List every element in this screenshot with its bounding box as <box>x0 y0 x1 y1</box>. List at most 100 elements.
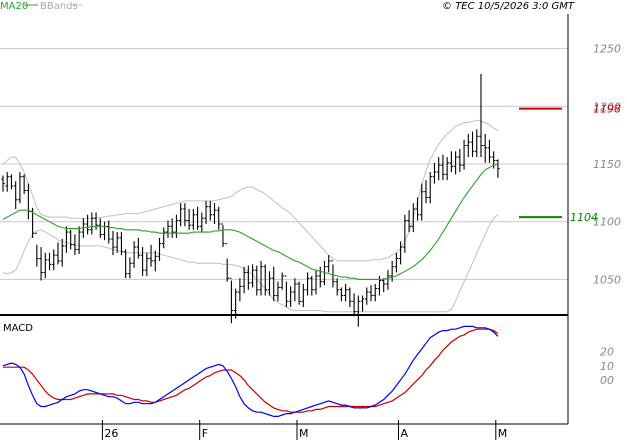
ohlc-bar <box>432 162 437 184</box>
ohlc-bar <box>153 250 158 272</box>
ohlc-bar <box>360 295 365 312</box>
resistance-level-label: 1198 <box>593 103 621 116</box>
ohlc-bar <box>453 151 458 175</box>
ohlc-bar <box>123 249 128 279</box>
ma20-line <box>2 163 499 280</box>
price-y-tick-label: 1150 <box>593 158 621 171</box>
ohlc-bar <box>187 209 191 230</box>
ohlc-bar <box>411 203 416 233</box>
ohlc-bar <box>111 230 115 256</box>
ohlc-bar <box>445 157 449 181</box>
ohlc-bar <box>326 255 331 273</box>
ohlc-bar <box>225 243 229 282</box>
ohlc-bar <box>398 241 403 265</box>
macd-y-tick-label: 10 <box>600 360 614 373</box>
macd-title: MACD <box>3 323 33 334</box>
legend: MA20 BBands <box>0 1 82 12</box>
ohlc-bar <box>458 149 462 173</box>
ohlc-bars <box>1 74 500 327</box>
ohlc-bar <box>288 286 293 308</box>
x-tick-label: F <box>202 427 208 440</box>
price-y-tick-label: 1100 <box>593 216 621 229</box>
x-tick-label: M <box>498 427 508 440</box>
bollinger-bands <box>2 119 499 313</box>
ohlc-bar <box>119 232 124 256</box>
ohlc-bar <box>238 278 242 302</box>
ohlc-bar <box>276 281 280 302</box>
x-tick-label: 26 <box>104 427 118 440</box>
ohlc-bar <box>496 159 500 178</box>
ohlc-bar <box>263 264 268 296</box>
ohlc-bar <box>470 131 475 158</box>
ohlc-bar <box>280 272 284 290</box>
ohlc-bar <box>22 174 26 194</box>
ohlc-bar <box>56 242 60 265</box>
ohlc-bar <box>462 139 466 170</box>
ohlc-bar <box>161 227 166 249</box>
ohlc-bar <box>216 206 221 230</box>
ohlc-bar <box>132 241 136 268</box>
ohlc-bar <box>128 257 132 279</box>
legend-bbands: BBands <box>40 1 78 12</box>
macd-signal-line <box>3 328 499 413</box>
macd-line <box>2 325 499 417</box>
ohlc-bar <box>343 284 348 302</box>
macd-y-tick-label: 00 <box>600 374 614 387</box>
ohlc-bar <box>64 226 69 253</box>
ohlc-bar <box>157 237 162 261</box>
ohlc-bar <box>9 174 14 190</box>
ohlc-bar <box>178 203 183 227</box>
ohlc-bar <box>233 288 238 319</box>
ohlc-bar <box>183 203 187 227</box>
ohlc-bar <box>309 275 314 296</box>
ohlc-bar <box>474 129 479 158</box>
price-y-tick-label: 1200 <box>593 100 621 113</box>
ohlc-bar <box>394 252 399 273</box>
ohlc-bar <box>381 278 386 293</box>
ohlc-bar <box>90 212 94 235</box>
ohlc-bar <box>487 139 492 163</box>
ohlc-bar <box>419 183 424 221</box>
ohlc-bar <box>424 180 428 204</box>
ohlc-bar <box>339 287 344 302</box>
ohlc-bar <box>35 232 39 267</box>
ohlc-bar <box>449 151 454 173</box>
ohlc-bar <box>60 239 65 267</box>
ohlc-bar <box>301 284 306 308</box>
legend-ma20: MA20 <box>0 1 28 12</box>
ohlc-bar <box>195 206 200 230</box>
ohlc-bar <box>106 220 111 244</box>
ohlc-bar <box>390 260 394 282</box>
ohlc-bar <box>174 214 179 238</box>
ohlc-bar <box>200 212 204 233</box>
bband-lower <box>2 214 499 313</box>
ohlc-bar <box>51 249 56 271</box>
ohlc-bar <box>483 134 488 163</box>
ohlc-bar <box>204 200 208 224</box>
copyright-label: © TEC 10/5/2026 3:0 GMT <box>442 1 575 12</box>
ohlc-bar <box>305 272 310 296</box>
ohlc-bar <box>191 209 196 230</box>
ohlc-bar <box>68 229 73 250</box>
ohlc-bar <box>369 285 373 302</box>
price-y-tick-label: 1250 <box>593 43 621 56</box>
ohlc-bar <box>356 295 361 327</box>
ohlc-bar <box>352 293 356 317</box>
ohlc-bar <box>331 260 335 288</box>
ohlc-bar <box>415 197 420 221</box>
ohlc-bar <box>98 218 103 238</box>
ohlc-bar <box>271 266 276 302</box>
ohlc-bar <box>407 210 411 233</box>
ohlc-bar <box>364 287 369 305</box>
ohlc-bar <box>85 214 90 235</box>
x-tick-label: M <box>299 427 309 440</box>
ohlc-bar <box>1 175 5 192</box>
ohlc-bar <box>250 264 255 288</box>
ohlc-bar <box>170 218 174 238</box>
ohlc-bar <box>212 203 217 224</box>
ohlc-bar <box>208 200 213 221</box>
ohlc-bar <box>115 232 120 253</box>
